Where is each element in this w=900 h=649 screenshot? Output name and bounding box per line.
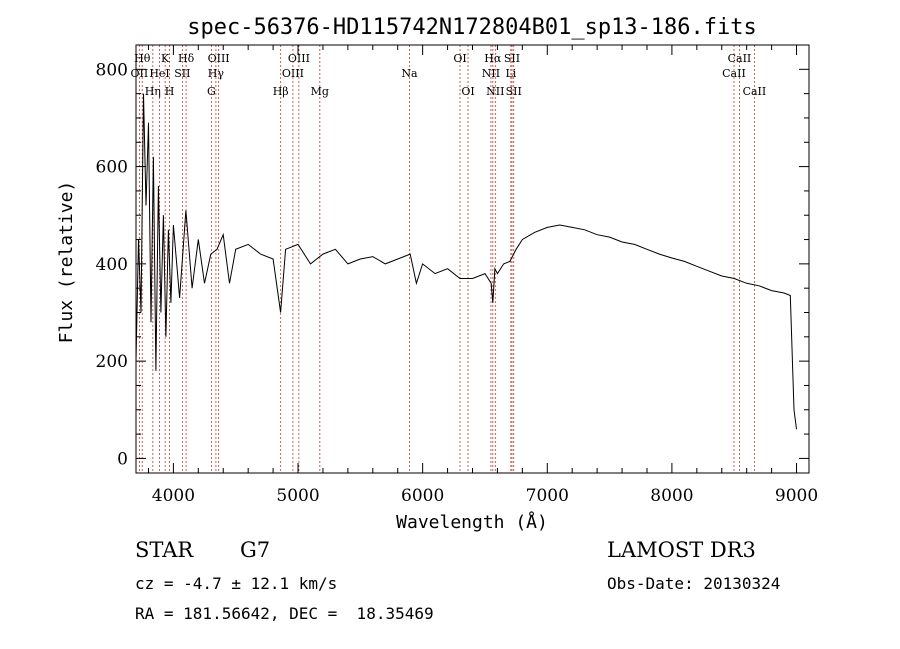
object-subclass: G7	[240, 538, 271, 562]
line-marker-label: CaII	[728, 52, 752, 65]
line-marker-label: Hβ	[273, 85, 289, 98]
line-marker-label: SII	[174, 67, 190, 80]
x-tick-label: 8000	[650, 486, 693, 506]
x-tick-label: 4000	[152, 486, 195, 506]
line-marker-label: OIII	[288, 52, 310, 65]
y-tick-label: 600	[96, 158, 128, 178]
line-marker-label: K	[161, 52, 170, 65]
y-tick-label: 800	[96, 60, 128, 80]
x-axis-label: Wavelength (Å)	[396, 511, 548, 533]
line-marker-label: OII	[131, 67, 149, 80]
line-marker-label: Hθ	[134, 52, 151, 65]
plot-frame	[135, 44, 810, 474]
chart-title: spec-56376-HD115742N172804B01_sp13-186.f…	[187, 15, 757, 40]
line-markers	[138, 45, 755, 473]
y-tick-label: 0	[117, 449, 128, 469]
spectrum-line	[135, 93, 797, 430]
line-marker-label: OI	[453, 52, 466, 65]
line-marker-label: OIII	[208, 52, 230, 65]
survey-name: LAMOST DR3	[607, 538, 756, 562]
line-marker-label: Hγ	[208, 67, 225, 80]
line-marker-label: SII	[504, 52, 520, 65]
line-marker-label: SII	[506, 85, 522, 98]
line-marker-label: CaII	[722, 67, 746, 80]
y-axis-label: Flux (relative)	[56, 181, 77, 344]
line-marker-label: OIII	[282, 67, 304, 80]
coordinates: RA = 181.56642, DEC = 18.35469	[135, 604, 434, 623]
line-marker-label: NII	[486, 85, 504, 98]
line-marker-label: Hη	[145, 85, 161, 98]
y-tick-label: 200	[96, 352, 128, 372]
x-axis: 4000 5000 6000 7000 8000 9000	[147, 45, 818, 506]
line-marker-label: H	[165, 85, 175, 98]
line-marker-label: Li	[505, 67, 516, 80]
line-marker-labels: OII Hθ Hη HeI K H SII Hδ G Hγ OIII Hβ OIII OIII Mg Na OI…	[131, 52, 767, 98]
line-marker-label: Hδ	[178, 52, 195, 65]
line-marker-label: NII	[482, 67, 500, 80]
object-class: STAR	[135, 538, 194, 562]
x-tick-label: 9000	[775, 486, 818, 506]
line-marker-label: OI	[461, 85, 474, 98]
line-marker-label: HeI	[149, 67, 169, 80]
line-marker-label: Mg	[311, 85, 329, 98]
x-tick-label: 6000	[401, 486, 444, 506]
x-tick-label: 7000	[526, 486, 569, 506]
observation-date: Obs-Date: 20130324	[607, 574, 781, 593]
x-tick-label: 5000	[276, 486, 319, 506]
y-axis: 0 200 400 600 800	[96, 60, 809, 469]
line-marker-label: Hα	[484, 52, 502, 65]
line-marker-label: CaII	[743, 85, 767, 98]
redshift-cz: cz = -4.7 ± 12.1 km/s	[135, 574, 338, 593]
y-tick-label: 400	[96, 255, 128, 275]
line-marker-label: G	[207, 85, 216, 98]
line-marker-label: Na	[401, 67, 418, 80]
